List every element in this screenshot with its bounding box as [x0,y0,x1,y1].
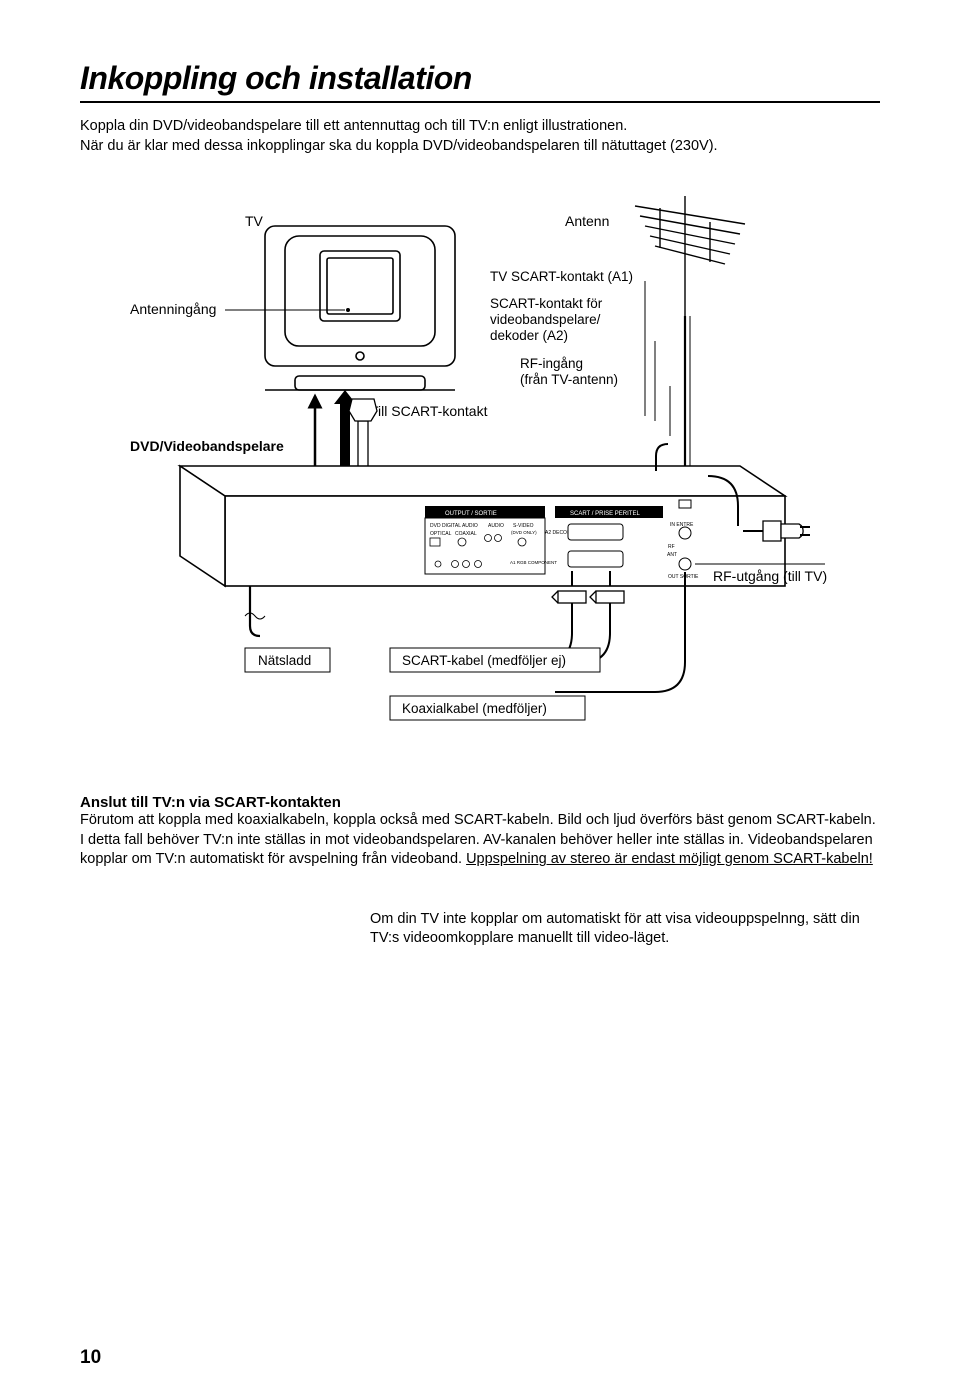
coax-cable [555,572,685,692]
title-rule [80,101,880,103]
label-a2-1: SCART-kontakt för [490,296,603,311]
intro-text: Koppla din DVD/videobandspelare till ett… [80,117,880,156]
panel-output-label: OUTPUT / SORTIE [445,511,497,517]
panel-out: OUT SORTIE [668,574,699,580]
mains-label: Nätsladd [258,653,311,668]
panel-in: IN ENTRE [670,522,694,528]
label-a2-2: videobandspelare/ [490,312,601,327]
intro-line-2: När du är klar med dessa inkopplingar sk… [80,138,718,154]
panel-da: DVD DIGITAL AUDIO [430,523,478,529]
label-rfin-1: RF-ingång [520,356,583,371]
to-scart-label: Till SCART-kontakt [370,403,488,419]
page-number: 10 [80,1347,101,1369]
connection-diagram: TV Antenn [90,186,870,766]
panel-opt: OPTICAL [430,531,452,537]
panel-ant: ANT [667,552,677,558]
tv-label: TV [245,213,264,229]
section-underlined: Uppspelning av stereo är endast möjligt … [466,851,873,867]
note-text: Om din TV inte kopplar om automatiskt fö… [370,910,880,949]
section-body: Förutom att koppla med koaxialkabeln, ko… [80,811,880,870]
panel-svideo: S-VIDEO [513,523,534,529]
tv-back-labels: TV SCART-kontakt (A1) SCART-kontakt för … [490,269,633,387]
coax-label: Koaxialkabel (medföljer) [402,701,547,716]
panel-coax: COAXIAL [455,531,477,537]
panel-rf: RF [668,544,675,550]
antenna-in-label: Antenningång [130,301,216,317]
panel-scart-label: SCART / PRISE PERITEL [570,511,640,517]
rf-out-label: RF-utgång (till TV) [713,568,827,584]
panel-audio: AUDIO [488,523,504,529]
panel-dvdonly: (DVD ONLY) [511,530,537,535]
label-a2-3: dekoder (A2) [490,328,568,343]
label-a1: TV SCART-kontakt (A1) [490,269,633,284]
tv-icon [265,226,455,390]
scart-cable-label: SCART-kabel (medföljer ej) [402,653,566,668]
label-rfin-2: (från TV-antenn) [520,372,618,387]
intro-line-1: Koppla din DVD/videobandspelare till ett… [80,118,627,134]
section-heading: Anslut till TV:n via SCART-kontakten [80,794,880,811]
panel-a1rgb: A1 RGB COMPONENT [510,560,557,565]
page-title: Inkoppling och installation [80,60,880,97]
mains-cord [250,586,260,636]
antenna-label: Antenn [565,213,609,229]
antenna-icon [635,196,745,316]
dvd-vcr-label: DVD/Videobandspelare [130,438,284,454]
